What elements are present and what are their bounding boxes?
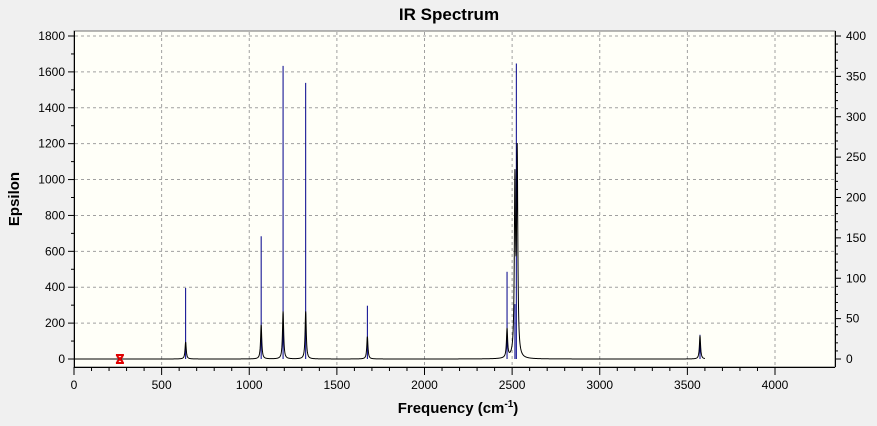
y-right-tick-label: 250 bbox=[846, 150, 866, 164]
y-left-tick-label: 200 bbox=[45, 316, 65, 330]
frequency-marker[interactable] bbox=[115, 354, 124, 364]
x-tick-label: 3500 bbox=[674, 378, 701, 392]
x-tick-label: 2000 bbox=[411, 378, 438, 392]
y-left-tick-label: 600 bbox=[45, 244, 65, 258]
x-axis-title-main: Frequency (cm bbox=[398, 400, 505, 417]
axes: 0 500 1000 1500 2000 2500 3000 3500 400002004006… bbox=[38, 29, 866, 392]
y-left-tick-label: 0 bbox=[58, 352, 65, 366]
x-tick-label: 4000 bbox=[762, 378, 789, 392]
x-tick-label: 500 bbox=[152, 378, 172, 392]
y-right-tick-label: 400 bbox=[846, 29, 866, 43]
plot-area bbox=[73, 30, 836, 368]
y-left-tick-label: 1000 bbox=[38, 173, 65, 187]
x-axis-title-suffix: ) bbox=[513, 400, 518, 417]
chart-title: IR Spectrum bbox=[399, 5, 499, 24]
y-left-tick-label: 1800 bbox=[38, 29, 65, 43]
y-left-tick-label: 1200 bbox=[38, 137, 65, 151]
spectrum-line bbox=[74, 142, 706, 360]
y-left-tick-label: 800 bbox=[45, 208, 65, 222]
y-left-tick-label: 1400 bbox=[38, 101, 65, 115]
x-axis-title: Frequency (cm-1) bbox=[398, 399, 519, 417]
y-left-tick-label: 1600 bbox=[38, 65, 65, 79]
y-right-tick-label: 50 bbox=[846, 312, 860, 326]
frequency-marker-stroke bbox=[116, 355, 124, 363]
y-right-tick-label: 150 bbox=[846, 231, 866, 245]
y-right-tick-label: 350 bbox=[846, 69, 866, 83]
y-axis-title: Epsilon bbox=[6, 172, 23, 226]
x-axis-title-superscript: -1 bbox=[504, 399, 513, 410]
grid bbox=[75, 32, 834, 366]
x-tick-label: 3000 bbox=[586, 378, 613, 392]
y-right-tick-label: 0 bbox=[846, 352, 853, 366]
y-right-tick-label: 200 bbox=[846, 191, 866, 205]
y-right-tick-label: 100 bbox=[846, 271, 866, 285]
y-left-tick-label: 400 bbox=[45, 280, 65, 294]
y-right-tick-label: 300 bbox=[846, 110, 866, 124]
x-tick-label: 0 bbox=[71, 378, 78, 392]
x-tick-label: 2500 bbox=[499, 378, 526, 392]
x-tick-label: 1500 bbox=[324, 378, 351, 392]
x-tick-label: 1000 bbox=[236, 378, 263, 392]
